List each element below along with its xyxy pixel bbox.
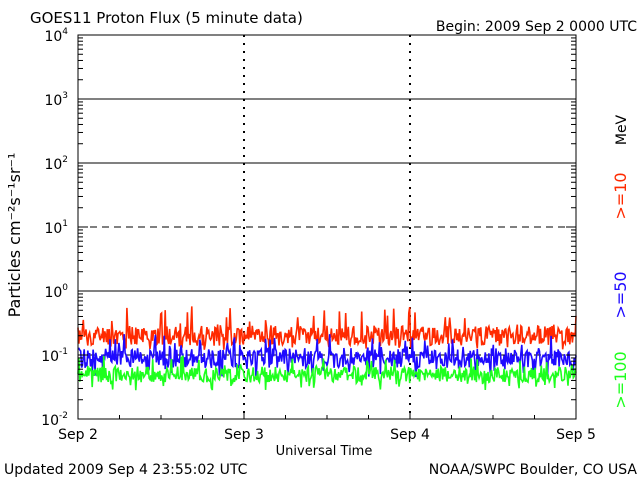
x-tick-label: Sep 3: [224, 427, 264, 443]
x-tick-label: Sep 4: [390, 427, 430, 443]
y-axis-label: Particles cm⁻²s⁻¹sr⁻¹: [5, 153, 24, 318]
legend-entry-1: >=10: [611, 172, 630, 219]
legend-entry-2: >=50: [611, 271, 630, 318]
energy-unit-label: MeV: [614, 114, 630, 145]
x-tick-label: Sep 5: [556, 427, 596, 443]
x-axis-label: Universal Time: [276, 444, 373, 459]
chart-title: GOES11 Proton Flux (5 minute data): [30, 9, 303, 27]
series-line-3: [77, 355, 577, 391]
updated-timestamp: Updated 2009 Sep 4 23:55:02 UTC: [4, 462, 248, 478]
agency-credit: NOAA/SWPC Boulder, CO USA: [429, 462, 638, 478]
y-tick-label: 104: [44, 27, 68, 45]
begin-date-label: Begin: 2009 Sep 2 0000 UTC: [436, 19, 637, 35]
y-tick-label: 10-1: [41, 347, 68, 365]
y-tick-label: 101: [44, 219, 68, 237]
x-tick-label: Sep 2: [58, 427, 98, 443]
plot-area: 10-2 10-1 100 101 102 103 104 Sep 2 Sep 3 Sep 4 Se…: [41, 27, 630, 443]
y-tick-label: 10-2: [41, 411, 68, 429]
legend-entry-3: >=100: [611, 351, 630, 408]
series-line-2: [77, 334, 577, 378]
y-tick-label: 100: [44, 283, 68, 301]
y-tick-label: 103: [44, 91, 68, 109]
y-tick-label: 102: [44, 155, 68, 173]
series-line-1: [77, 306, 577, 350]
